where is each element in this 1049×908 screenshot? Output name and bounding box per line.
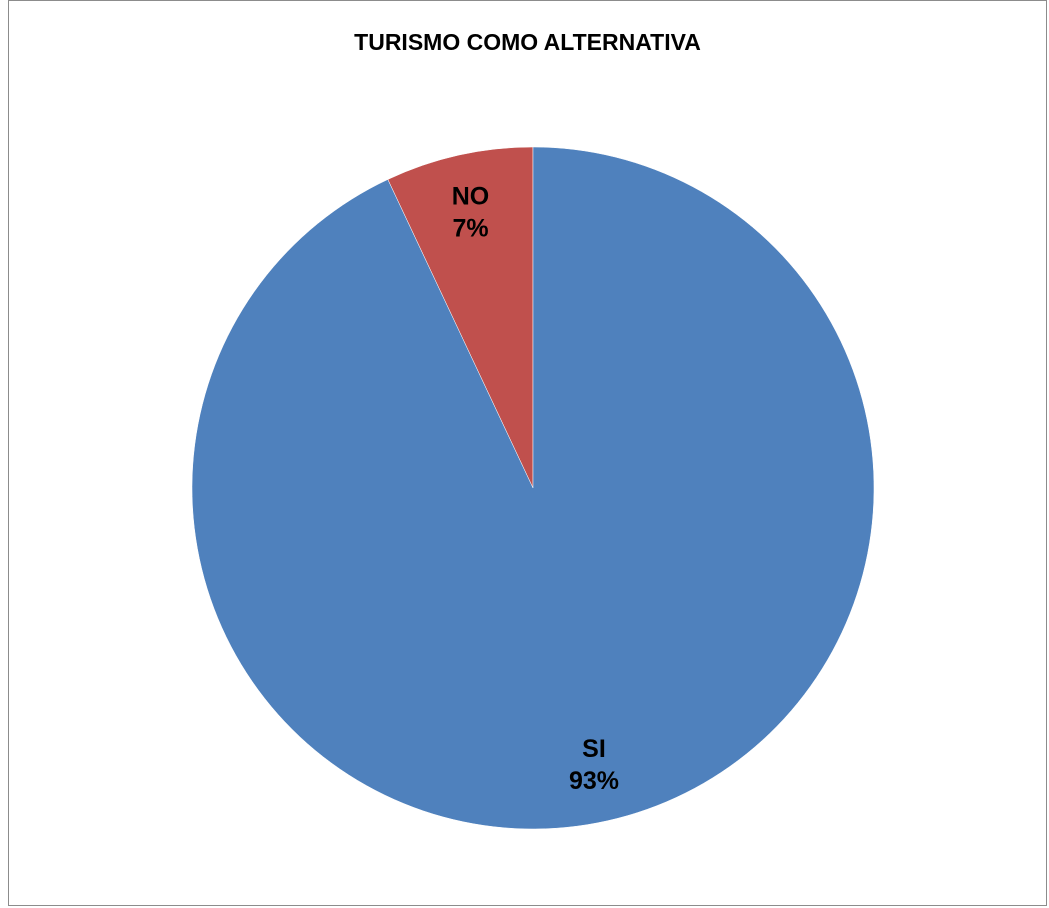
slice-percent-si: 93% — [569, 767, 619, 795]
slice-percent-no: 7% — [452, 214, 488, 242]
chart-title: TURISMO COMO ALTERNATIVA — [354, 29, 701, 55]
pie-slice-si — [191, 146, 875, 830]
chart-area: TURISMO COMO ALTERNATIVA NO 7% SI 93% — [8, 0, 1047, 906]
slice-label-no: NO — [452, 182, 490, 210]
pie-slice-no — [387, 146, 534, 489]
slice-label-si: SI — [582, 735, 606, 763]
pie-chart: NO 7% SI 93% — [191, 146, 875, 830]
